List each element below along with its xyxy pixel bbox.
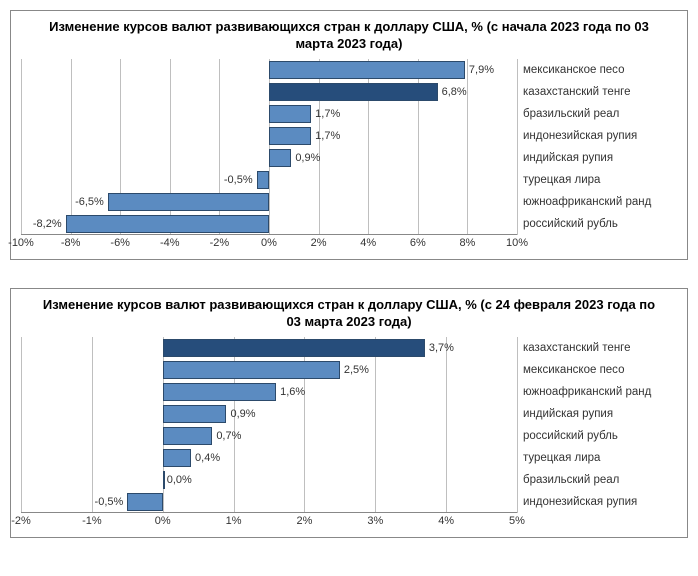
bar (269, 149, 291, 167)
legend-item: южноафриканский ранд (523, 191, 677, 213)
legend-item: индонезийская рупия (523, 491, 677, 513)
legend-item: бразильский реал (523, 469, 677, 491)
grid-line (517, 337, 518, 513)
plot-area: 7,9%6,8% 1,7% 1,7% 0,9% -0,5% -6,5% -8,2% (21, 59, 517, 235)
axis-tick: 8% (459, 237, 475, 249)
bar-value-label: 7,9% (469, 64, 494, 76)
bar (269, 127, 311, 145)
bar-value-label: 3,7% (429, 342, 454, 354)
axis-tick: 2% (296, 515, 312, 527)
bar-row: 0,4% (21, 447, 517, 469)
bar (269, 105, 311, 123)
bar-value-label: -0,5% (95, 496, 124, 508)
axis-tick: 2% (311, 237, 327, 249)
x-axis: -2%-1%0%1%2%3%4%5% (21, 515, 517, 533)
plot-area: 3,7% 2,5% 1,6% 0,9% 0,7% 0,4%0,0% -0,5% (21, 337, 517, 513)
grid-line (517, 59, 518, 235)
legend-item: турецкая лира (523, 447, 677, 469)
axis-tick: 6% (410, 237, 426, 249)
bar (269, 83, 438, 101)
legend: казахстанский тенгемексиканское песоюжно… (517, 337, 677, 513)
bar-row: 3,7% (21, 337, 517, 359)
axis-tick: -4% (160, 237, 180, 249)
axis-tick: 0% (155, 515, 171, 527)
legend-item: индийская рупия (523, 147, 677, 169)
axis-tick: -8% (61, 237, 81, 249)
axis-tick: 3% (367, 515, 383, 527)
bar (163, 471, 165, 489)
axis-tick: -2% (11, 515, 31, 527)
bar-value-label: -0,5% (224, 174, 253, 186)
axis-tick: -1% (82, 515, 102, 527)
bar-row: 0,9% (21, 403, 517, 425)
bar-value-label: -8,2% (33, 218, 62, 230)
axis-tick: 0% (261, 237, 277, 249)
axis-tick: -2% (210, 237, 230, 249)
bar-row: -6,5% (21, 191, 517, 213)
legend-item: российский рубль (523, 213, 677, 235)
bar (163, 449, 191, 467)
axis-tick: 5% (509, 515, 525, 527)
legend-item: южноафриканский ранд (523, 381, 677, 403)
bar-row: 2,5% (21, 359, 517, 381)
axis-tick: -10% (8, 237, 34, 249)
bar-row: 1,7% (21, 103, 517, 125)
bar-row: 7,9% (21, 59, 517, 81)
bar-row: -0,5% (21, 491, 517, 513)
bar (108, 193, 269, 211)
bar-value-label: 0,7% (216, 430, 241, 442)
legend-item: индийская рупия (523, 403, 677, 425)
legend-item: казахстанский тенге (523, 337, 677, 359)
bar-row: 1,7% (21, 125, 517, 147)
legend: мексиканское песоказахстанский тенгебраз… (517, 59, 677, 235)
axis-tick: 1% (226, 515, 242, 527)
bar-row: 6,8% (21, 81, 517, 103)
axis-tick: -6% (110, 237, 130, 249)
bar (127, 493, 162, 511)
bar-row: 0,0% (21, 469, 517, 491)
bar-value-label: 1,7% (315, 108, 340, 120)
chart-title: Изменение курсов валют развивающихся стр… (21, 297, 677, 331)
bar (163, 361, 340, 379)
bar-value-label: 1,6% (280, 386, 305, 398)
bar-value-label: 2,5% (344, 364, 369, 376)
bar (269, 61, 465, 79)
bar-row: -8,2% (21, 213, 517, 235)
chart-title: Изменение курсов валют развивающихся стр… (21, 19, 677, 53)
x-axis: -10%-8%-6%-4%-2%0%2%4%6%8%10% (21, 237, 517, 255)
chart-1: Изменение курсов валют развивающихся стр… (10, 288, 688, 538)
legend-item: российский рубль (523, 425, 677, 447)
bar (163, 427, 213, 445)
bar (257, 171, 269, 189)
legend-item: индонезийская рупия (523, 125, 677, 147)
legend-item: казахстанский тенге (523, 81, 677, 103)
bar-row: 0,7% (21, 425, 517, 447)
bar (163, 383, 276, 401)
bar-value-label: 1,7% (315, 130, 340, 142)
bar-value-label: 0,4% (195, 452, 220, 464)
axis-tick: 4% (360, 237, 376, 249)
bar-row: 0,9% (21, 147, 517, 169)
axis-tick: 4% (438, 515, 454, 527)
bar-value-label: -6,5% (75, 196, 104, 208)
bar (66, 215, 269, 233)
legend-item: бразильский реал (523, 103, 677, 125)
legend-item: мексиканское песо (523, 59, 677, 81)
bar (163, 405, 227, 423)
bar-value-label: 0,0% (167, 474, 192, 486)
bar-value-label: 0,9% (230, 408, 255, 420)
bar-row: -0,5% (21, 169, 517, 191)
bar-row: 1,6% (21, 381, 517, 403)
legend-item: мексиканское песо (523, 359, 677, 381)
bar-value-label: 0,9% (295, 152, 320, 164)
bar (163, 339, 425, 357)
legend-item: турецкая лира (523, 169, 677, 191)
bar-value-label: 6,8% (442, 86, 467, 98)
chart-0: Изменение курсов валют развивающихся стр… (10, 10, 688, 260)
axis-tick: 10% (506, 237, 528, 249)
